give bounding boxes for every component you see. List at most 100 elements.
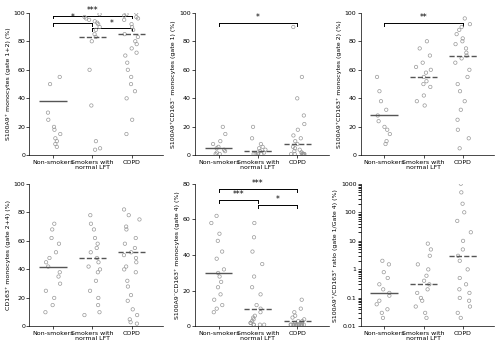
Point (297, 136, 305, 141)
Point (50, 124, 58, 130)
Point (52, 249, 60, 255)
Point (134, 34, 142, 40)
Point (250, 274, 258, 279)
Point (54, 274, 62, 279)
Point (420, 74, 428, 80)
Point (52, 141, 60, 147)
Point (287, 322, 295, 328)
Point (374, 118, 382, 124)
Point (255, 145, 263, 151)
Point (92, 245, 100, 251)
Point (124, 212, 132, 218)
Point (216, 274, 224, 279)
Point (131, 88, 139, 94)
Point (374, 113, 382, 118)
Point (96, 310, 104, 315)
Point (86, 288, 94, 294)
Point (300, 322, 308, 328)
Point (252, 302, 260, 308)
Point (412, 304, 420, 309)
Point (55, 241, 63, 246)
Point (214, 285, 222, 290)
Point (48, 227, 56, 232)
Point (298, 150, 306, 155)
Point (464, 74, 471, 80)
Point (260, 150, 268, 155)
Point (258, 144, 266, 150)
Point (300, 113, 308, 118)
Point (120, 31, 128, 37)
Point (88, 103, 96, 108)
Point (455, 27, 463, 33)
Point (250, 322, 258, 328)
Point (383, 127, 391, 133)
Point (460, 99, 468, 104)
Point (291, 320, 299, 326)
Point (422, 70, 430, 75)
Point (456, 295, 464, 301)
Point (216, 138, 224, 144)
Point (86, 249, 94, 255)
Point (456, 145, 464, 151)
Point (91, 18, 99, 24)
Point (290, 133, 298, 138)
Point (132, 255, 140, 261)
Point (127, 292, 135, 298)
Point (452, 41, 460, 47)
Point (50, 127, 58, 133)
Point (80, 14, 88, 20)
Point (131, 245, 139, 251)
Point (424, 287, 432, 292)
Point (256, 310, 264, 315)
Point (44, 117, 52, 122)
Point (300, 121, 308, 127)
Point (462, 53, 470, 58)
Point (457, 181, 465, 187)
Point (128, 46, 136, 51)
Point (417, 295, 425, 301)
Point (88, 39, 96, 44)
Point (42, 260, 50, 265)
Point (298, 322, 306, 328)
Point (212, 256, 220, 262)
Point (453, 218, 461, 224)
Point (136, 217, 143, 222)
Text: *: * (276, 195, 280, 204)
Point (382, 141, 390, 147)
Point (258, 151, 266, 157)
Point (123, 60, 131, 66)
Point (254, 151, 262, 157)
Point (132, 235, 140, 241)
Point (120, 207, 128, 212)
Point (124, 298, 132, 304)
Point (56, 281, 64, 286)
Point (421, 310, 429, 316)
Point (456, 88, 464, 94)
Point (213, 150, 221, 155)
Point (42, 288, 50, 294)
Point (380, 269, 388, 275)
Point (210, 310, 218, 315)
Point (297, 322, 305, 328)
Point (248, 318, 256, 324)
Point (132, 39, 140, 44)
Point (464, 266, 471, 272)
Point (292, 322, 300, 328)
Point (414, 262, 422, 267)
Text: **: ** (420, 13, 428, 22)
Point (422, 78, 430, 84)
Point (424, 266, 432, 272)
Point (300, 316, 308, 322)
Point (216, 231, 224, 237)
Point (219, 124, 227, 130)
Point (294, 141, 302, 147)
Point (300, 151, 308, 157)
Point (250, 151, 258, 157)
Point (298, 74, 306, 80)
Point (96, 266, 104, 272)
Point (220, 266, 228, 272)
Point (452, 60, 460, 66)
Point (132, 260, 140, 265)
Point (294, 318, 302, 324)
Point (456, 315, 464, 321)
